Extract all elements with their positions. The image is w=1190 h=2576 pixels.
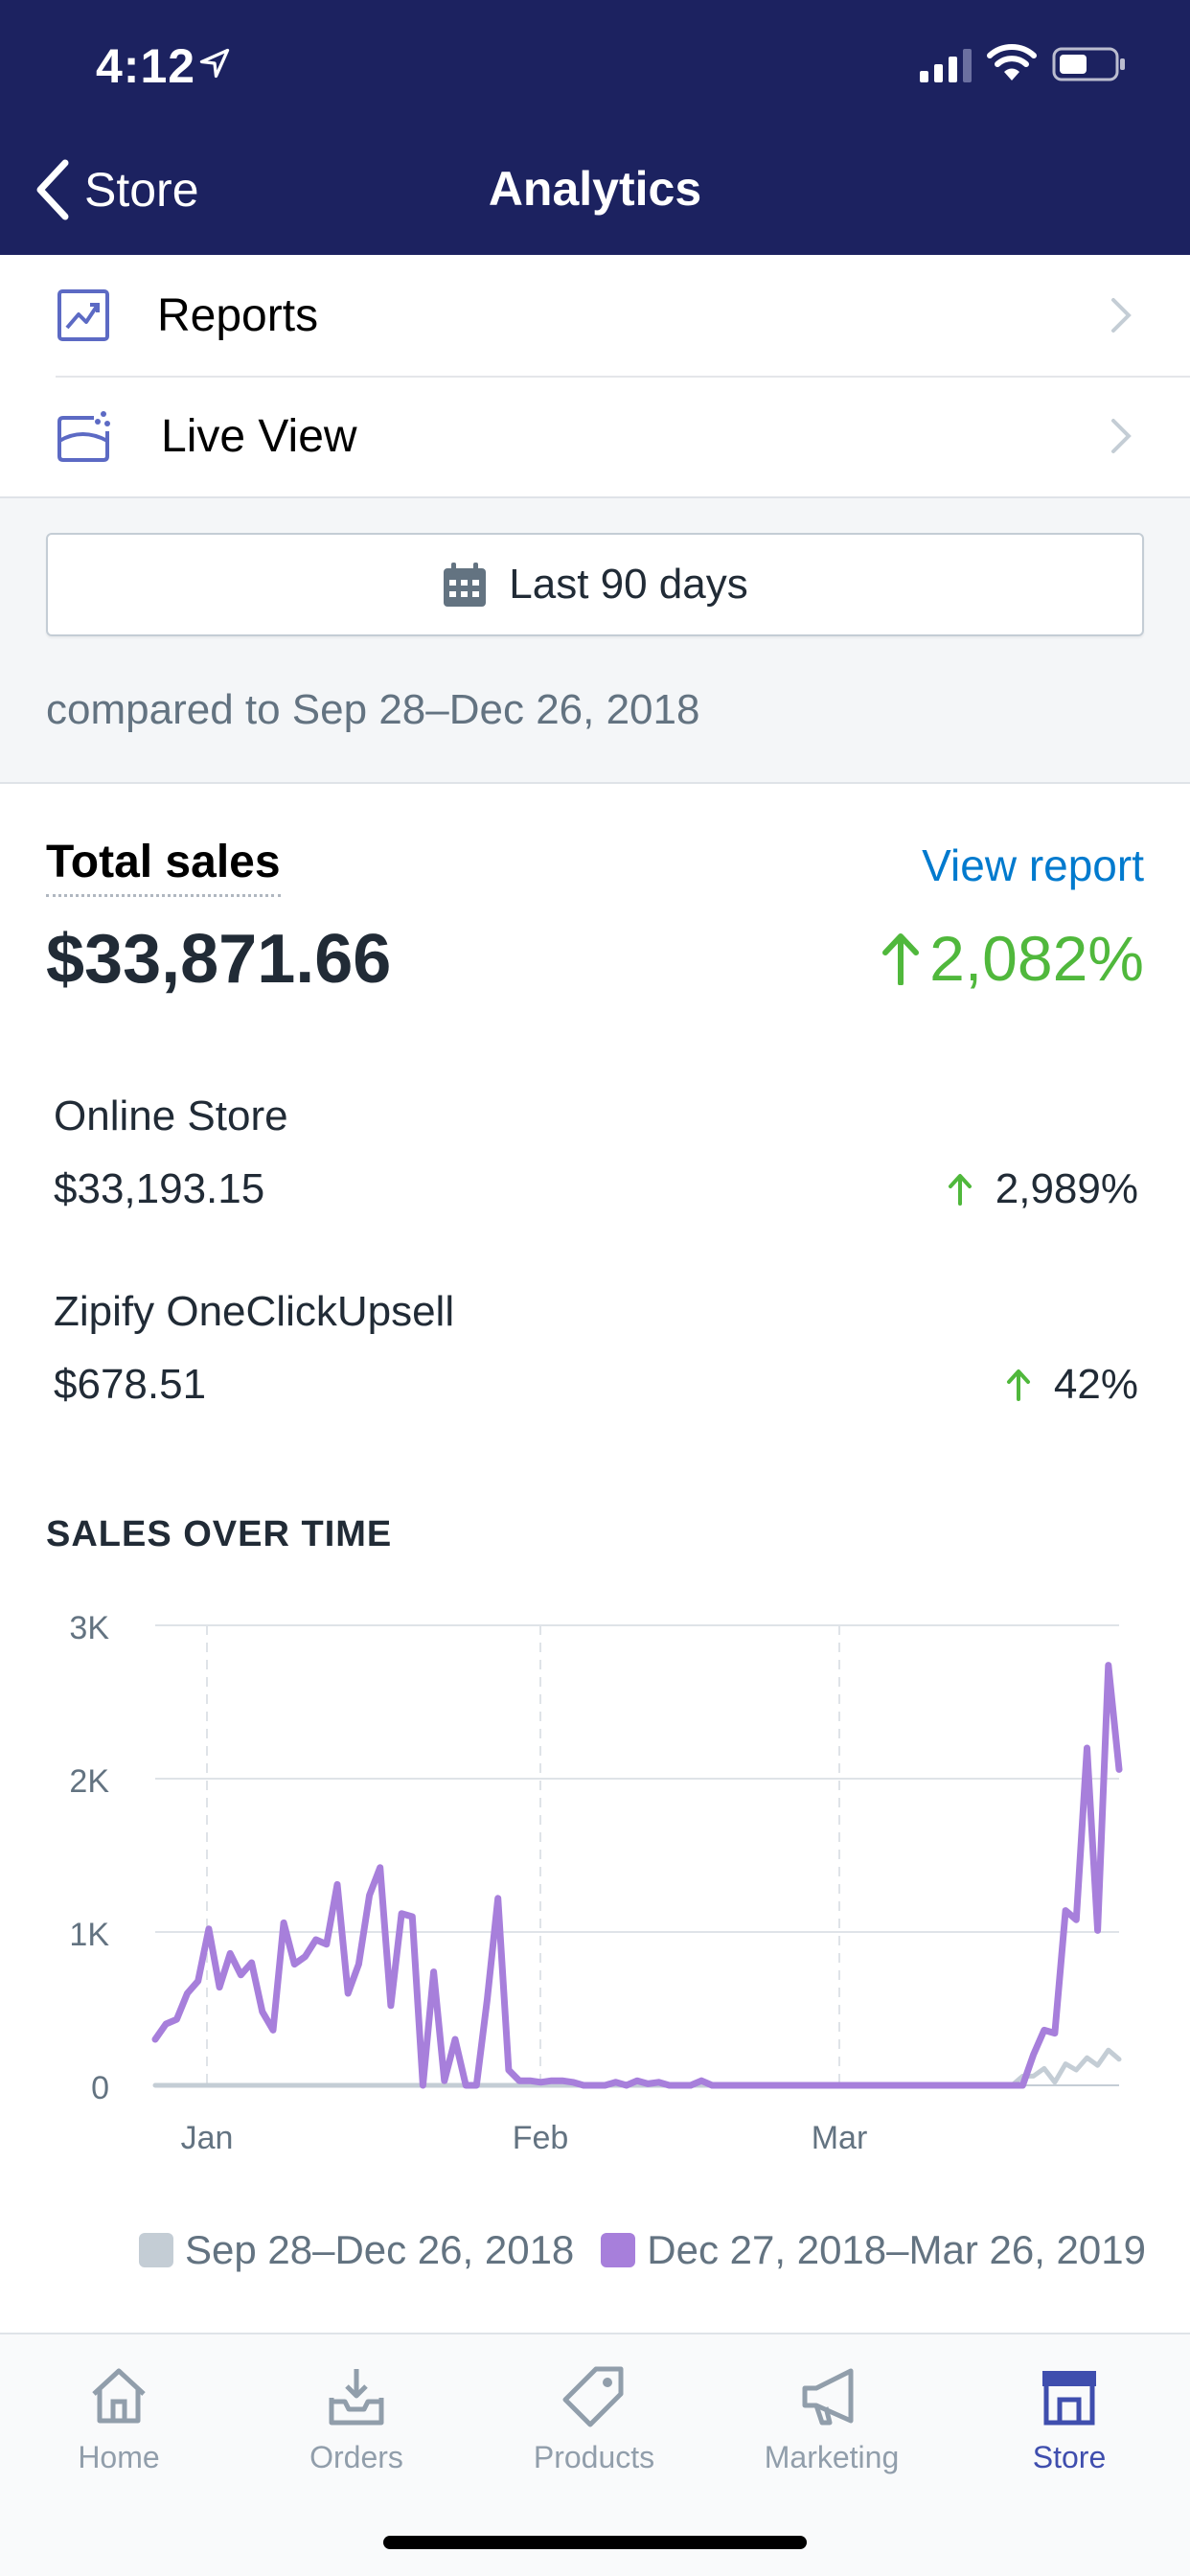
tab-orders[interactable]: Orders <box>238 2363 475 2475</box>
status-time: 4:12 <box>96 39 196 93</box>
arrow-up-icon <box>1006 1369 1030 1401</box>
tab-bar: Home Orders Products Marketing Store <box>0 2333 1190 2576</box>
channel-name: Zipify OneClickUpsell <box>54 1288 455 1335</box>
menu-item-label: Live View <box>161 410 357 462</box>
page-title: Analytics <box>488 162 702 216</box>
total-sales-change: 2,082% <box>881 922 1144 995</box>
arrow-up-icon <box>948 1174 972 1206</box>
menu-item-live-view[interactable]: Live View <box>0 376 1190 496</box>
location-arrow-icon <box>199 48 230 79</box>
comparison-period: compared to Sep 28–Dec 26, 2018 <box>46 686 700 733</box>
store-icon <box>1042 2371 1096 2426</box>
tab-label: Store <box>1032 2440 1107 2474</box>
x-tick-label: Mar <box>812 2120 868 2156</box>
legend-label: Sep 28–Dec 26, 2018 <box>184 2227 575 2272</box>
sales-over-time-chart: 3K 2K 1K 0 Jan Feb Mar <box>69 1610 1123 2156</box>
legend-swatch-previous <box>138 2233 173 2267</box>
tab-store[interactable]: Store <box>950 2363 1188 2475</box>
x-tick-label: Feb <box>513 2120 569 2156</box>
tab-products[interactable]: Products <box>475 2363 713 2475</box>
cellular-signal-icon <box>920 49 972 82</box>
menu-item-reports[interactable]: Reports <box>0 255 1190 376</box>
marketing-icon <box>802 2368 854 2426</box>
tab-label: Marketing <box>764 2440 900 2474</box>
chevron-right-icon <box>1111 298 1132 333</box>
view-report-link[interactable]: View report <box>922 840 1144 890</box>
channel-change-value: 2,989% <box>995 1165 1138 1212</box>
date-range-button[interactable]: Last 90 days <box>46 533 1144 636</box>
channel-name: Online Store <box>54 1092 288 1139</box>
arrow-up-icon <box>882 933 920 985</box>
tab-label: Home <box>78 2440 160 2474</box>
channel-value: $678.51 <box>54 1361 207 1408</box>
tab-home[interactable]: Home <box>0 2363 238 2475</box>
calendar-icon <box>444 563 487 607</box>
tab-label: Orders <box>309 2440 403 2474</box>
channel-change: 42% <box>1006 1361 1138 1409</box>
channel-change-value: 42% <box>1053 1361 1138 1408</box>
analytics-menu: Reports Live View <box>0 255 1190 496</box>
channel-change: 2,989% <box>948 1165 1138 1213</box>
total-change-value: 2,082% <box>929 923 1144 994</box>
back-label: Store <box>84 163 199 217</box>
y-tick-label: 3K <box>69 1610 109 1646</box>
chevron-right-icon <box>1111 419 1132 453</box>
date-range-label: Last 90 days <box>509 561 748 608</box>
navigation-bar: 4:12 Store Analytics <box>0 0 1190 255</box>
home-icon <box>92 2368 146 2424</box>
total-sales-label[interactable]: Total sales <box>46 836 281 897</box>
live-view-icon <box>57 411 110 462</box>
series-line-current <box>151 1662 1123 2089</box>
chart-legend: Sep 28–Dec 26, 2018 Dec 27, 2018–Mar 26,… <box>0 2227 1146 2273</box>
channel-value: $33,193.15 <box>54 1165 265 1212</box>
battery-icon <box>1052 47 1125 81</box>
chevron-left-icon <box>36 159 69 220</box>
date-range-section: Last 90 days compared to Sep 28–Dec 26, … <box>0 496 1190 784</box>
legend-swatch-current <box>601 2233 636 2267</box>
y-tick-label: 0 <box>91 2070 109 2106</box>
y-tick-label: 1K <box>69 1917 109 1953</box>
reports-icon <box>57 289 109 341</box>
tab-marketing[interactable]: Marketing <box>713 2363 950 2475</box>
y-tick-label: 2K <box>69 1763 109 1800</box>
orders-icon <box>329 2369 384 2426</box>
x-tick-label: Jan <box>181 2120 234 2156</box>
back-button[interactable]: Store <box>33 153 199 226</box>
home-indicator <box>383 2536 807 2549</box>
menu-item-label: Reports <box>157 289 319 341</box>
total-sales-value: $33,871.66 <box>46 921 392 998</box>
sales-over-time-title: SALES OVER TIME <box>46 1514 393 1554</box>
tab-label: Products <box>533 2440 655 2474</box>
legend-item-current: Dec 27, 2018–Mar 26, 2019 <box>601 2227 1146 2273</box>
products-icon <box>562 2366 624 2427</box>
legend-label: Dec 27, 2018–Mar 26, 2019 <box>647 2227 1146 2272</box>
legend-item-previous: Sep 28–Dec 26, 2018 <box>138 2227 575 2273</box>
wifi-icon <box>987 44 1037 80</box>
